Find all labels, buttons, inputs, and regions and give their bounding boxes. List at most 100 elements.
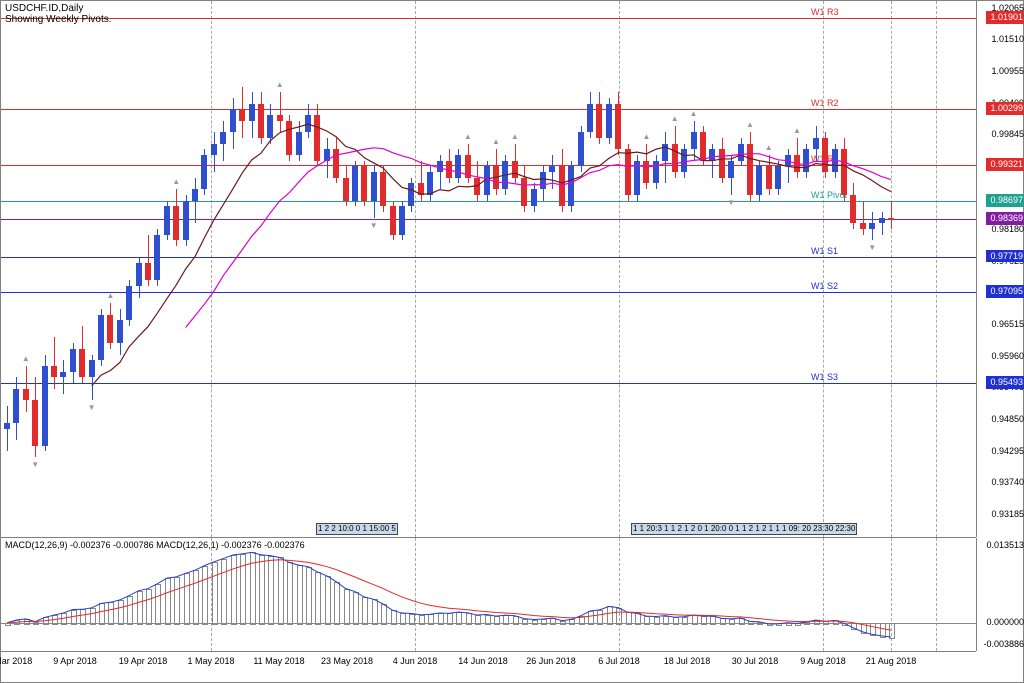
candle-body[interactable] (747, 144, 753, 195)
candle-body[interactable] (512, 161, 518, 178)
candle-body[interactable] (154, 235, 160, 281)
candle-body[interactable] (117, 320, 123, 343)
candle-body[interactable] (606, 104, 612, 138)
candle-body[interactable] (568, 166, 574, 206)
candle-body[interactable] (775, 166, 781, 189)
pivot-label: W1 S2 (811, 281, 838, 291)
candle-body[interactable] (98, 315, 104, 361)
candle-body[interactable] (239, 109, 245, 120)
candle-body[interactable] (399, 206, 405, 235)
candle-body[interactable] (653, 161, 659, 184)
candle-body[interactable] (32, 400, 38, 446)
candle-body[interactable] (502, 161, 508, 190)
candle-body[interactable] (380, 172, 386, 206)
candle-body[interactable] (183, 201, 189, 241)
candle-body[interactable] (51, 366, 57, 377)
candle-body[interactable] (832, 149, 838, 172)
candle-body[interactable] (756, 166, 762, 195)
candle-body[interactable] (738, 144, 744, 161)
candle-body[interactable] (60, 372, 66, 378)
candle-body[interactable] (314, 115, 320, 161)
candle-body[interactable] (531, 189, 537, 206)
candle-body[interactable] (136, 263, 142, 286)
candle-body[interactable] (192, 189, 198, 200)
candle-body[interactable] (672, 144, 678, 173)
candle-body[interactable] (70, 349, 76, 372)
macd-pane[interactable]: MACD(12,26,9) -0.002376 -0.000786 MACD(1… (1, 538, 976, 652)
candle-body[interactable] (230, 109, 236, 132)
candle-body[interactable] (662, 144, 668, 161)
candle-body[interactable] (390, 206, 396, 235)
candle-body[interactable] (89, 360, 95, 377)
candle-body[interactable] (164, 206, 170, 235)
candle-body[interactable] (371, 172, 377, 201)
candle-body[interactable] (766, 166, 772, 189)
candle-body[interactable] (521, 178, 527, 207)
candle-body[interactable] (691, 132, 697, 149)
candle-body[interactable] (220, 132, 226, 143)
candle-body[interactable] (785, 155, 791, 166)
candle-body[interactable] (587, 104, 593, 133)
candle-body[interactable] (869, 223, 875, 229)
candle-body[interactable] (286, 121, 292, 155)
candle-body[interactable] (201, 155, 207, 189)
candle-body[interactable] (493, 166, 499, 189)
candle-body[interactable] (578, 132, 584, 166)
candle-body[interactable] (841, 149, 847, 195)
candle-body[interactable] (324, 149, 330, 160)
candle-body[interactable] (305, 115, 311, 132)
candle-body[interactable] (549, 166, 555, 172)
candle-body[interactable] (728, 161, 734, 178)
candle-body[interactable] (408, 183, 414, 206)
candle-body[interactable] (888, 218, 894, 220)
candle-body[interactable] (145, 263, 151, 280)
candle-body[interactable] (455, 155, 461, 178)
candle-body[interactable] (700, 132, 706, 161)
candle-body[interactable] (13, 389, 19, 423)
candle-body[interactable] (850, 195, 856, 224)
candle-body[interactable] (794, 155, 800, 172)
macd-hist-bar (654, 617, 660, 625)
candle-body[interactable] (258, 104, 264, 138)
candle-body[interactable] (437, 161, 443, 172)
candle-body[interactable] (79, 349, 85, 378)
candle-body[interactable] (484, 166, 490, 195)
candle-body[interactable] (296, 132, 302, 155)
candle-body[interactable] (803, 149, 809, 172)
candle-body[interactable] (643, 161, 649, 184)
candle-body[interactable] (446, 161, 452, 178)
candle-body[interactable] (540, 172, 546, 189)
candle-body[interactable] (681, 149, 687, 172)
candle-body[interactable] (418, 183, 424, 194)
candle-body[interactable] (267, 115, 273, 138)
candle-body[interactable] (634, 161, 640, 195)
candle-body[interactable] (107, 315, 113, 344)
candle-body[interactable] (427, 172, 433, 195)
candle-body[interactable] (465, 155, 471, 178)
candle-body[interactable] (474, 178, 480, 195)
candle-body[interactable] (822, 138, 828, 172)
candle-body[interactable] (879, 218, 885, 224)
candle-body[interactable] (333, 149, 339, 178)
candle-body[interactable] (173, 206, 179, 240)
candle-body[interactable] (352, 166, 358, 200)
candle-body[interactable] (625, 149, 631, 195)
candle-body[interactable] (559, 166, 565, 206)
candle-body[interactable] (709, 149, 715, 160)
price-pane[interactable]: W1 R3W1 R2W1 R1W1 PivotW1 S1W1 S2W1 S3▲▼… (1, 1, 976, 538)
candle-body[interactable] (249, 104, 255, 121)
candle-body[interactable] (596, 104, 602, 138)
candle-body[interactable] (126, 286, 132, 320)
candle-body[interactable] (343, 178, 349, 201)
candle-body[interactable] (42, 366, 48, 446)
candle-body[interactable] (615, 104, 621, 150)
candle-body[interactable] (211, 144, 217, 155)
candle-body[interactable] (4, 423, 10, 429)
candle-body[interactable] (361, 166, 367, 200)
candle-body[interactable] (277, 115, 283, 121)
macd-hist-bar (155, 584, 161, 625)
candle-body[interactable] (23, 389, 29, 400)
candle-body[interactable] (860, 223, 866, 229)
candle-body[interactable] (813, 138, 819, 149)
candle-body[interactable] (719, 149, 725, 178)
